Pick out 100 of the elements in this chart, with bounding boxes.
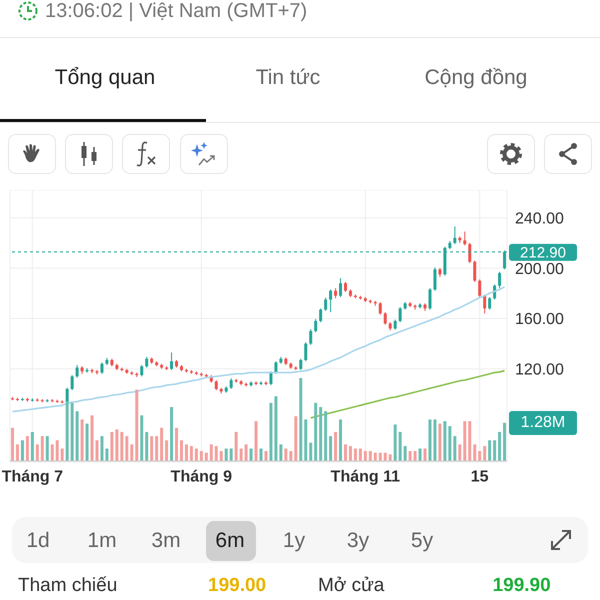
bar — [16, 444, 19, 461]
candlestick — [498, 271, 502, 289]
bar — [150, 436, 154, 461]
text: 1d — [25, 529, 51, 553]
bar — [294, 416, 298, 461]
text: 5y — [410, 529, 434, 553]
candlestick — [344, 281, 347, 292]
x-tick-label: Tháng 9 — [170, 468, 232, 486]
y-tick-label: 120.00 — [515, 361, 564, 378]
text: Tham chiếu — [18, 575, 118, 597]
bar — [493, 440, 496, 461]
bar — [224, 448, 228, 461]
text: Tin tức — [254, 66, 322, 90]
candlestick — [384, 312, 387, 326]
candlestick — [334, 288, 338, 299]
bar — [40, 436, 44, 461]
bar — [424, 448, 427, 461]
bar — [244, 444, 248, 461]
bar — [95, 440, 98, 461]
bar — [105, 448, 108, 461]
bar — [160, 428, 164, 461]
candlestick — [433, 266, 436, 292]
bar — [319, 407, 322, 461]
bar — [274, 396, 278, 461]
bar — [339, 420, 342, 461]
bar — [364, 451, 367, 461]
bar — [204, 452, 208, 461]
text: 199.90 — [492, 575, 551, 597]
bar — [66, 401, 69, 461]
bar — [210, 444, 213, 461]
bar — [498, 432, 502, 461]
candlestick — [463, 231, 466, 246]
ref-line-label: 212.90 — [520, 244, 566, 262]
bar — [20, 440, 24, 461]
candlestick — [230, 378, 233, 390]
candlestick — [145, 356, 148, 368]
bar — [165, 440, 168, 461]
candlestick — [100, 362, 104, 374]
bar — [358, 448, 362, 461]
candlestick — [214, 380, 218, 391]
candlestick — [468, 242, 472, 264]
text: 1y — [282, 529, 306, 553]
candlestick — [329, 288, 332, 313]
bar — [80, 420, 84, 461]
bar — [180, 440, 183, 461]
bar — [503, 422, 506, 461]
bar — [60, 448, 64, 461]
bar — [230, 448, 233, 461]
bar — [348, 446, 352, 461]
candlestick — [339, 278, 342, 298]
bar — [70, 402, 74, 461]
candlestick — [170, 352, 174, 371]
bar — [234, 432, 238, 461]
candlestick — [453, 226, 456, 245]
bar — [394, 424, 397, 461]
candlestick — [394, 319, 397, 330]
bar — [314, 402, 318, 461]
bar — [408, 451, 412, 461]
bar — [130, 444, 134, 461]
candlestick — [299, 358, 302, 371]
y-tick-label: 240.00 — [515, 210, 564, 228]
candlestick — [304, 342, 308, 362]
y-tick-label: 160.00 — [515, 311, 564, 328]
bar — [488, 440, 492, 461]
bar — [194, 448, 198, 461]
bar — [334, 432, 338, 461]
bar — [398, 432, 402, 461]
bar — [428, 420, 432, 461]
bar — [125, 436, 128, 461]
y-tick-label: 200.00 — [515, 260, 564, 278]
x-tick-label: Tháng 7 — [2, 468, 64, 486]
bar — [135, 390, 138, 461]
text: Mở cửa — [318, 575, 384, 597]
bar — [483, 446, 486, 461]
bar — [120, 432, 124, 461]
candlestick — [478, 278, 482, 298]
bar — [264, 451, 268, 461]
text: 199.00 — [208, 575, 266, 597]
text: 1m — [86, 529, 118, 553]
bar — [378, 452, 382, 461]
text: 6m — [214, 529, 246, 553]
candlestick — [428, 288, 432, 310]
candlestick — [324, 297, 328, 312]
bar — [414, 451, 417, 461]
bar — [145, 432, 148, 461]
bar — [448, 426, 452, 461]
bar — [11, 428, 14, 461]
bar — [36, 444, 39, 461]
bar — [260, 448, 262, 461]
bar — [354, 448, 357, 461]
bar — [269, 402, 272, 461]
bar — [76, 411, 79, 461]
text: Tổng quan — [54, 66, 156, 90]
bar — [190, 446, 193, 461]
bar — [473, 444, 476, 461]
text: Cộng đồng — [424, 66, 528, 90]
candlestick — [269, 370, 272, 386]
bar — [404, 446, 407, 461]
bar — [175, 428, 178, 461]
text: 3y — [346, 529, 370, 553]
